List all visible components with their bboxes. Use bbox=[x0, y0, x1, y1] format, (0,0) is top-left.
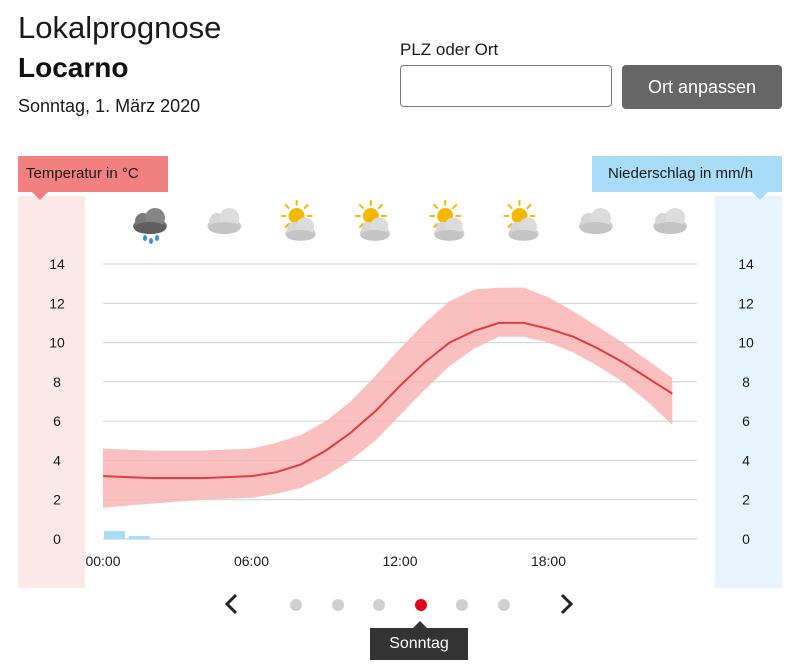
search-label: PLZ oder Ort bbox=[400, 40, 499, 59]
temperature-line bbox=[102, 321, 673, 480]
sun-cloud-icon bbox=[280, 200, 316, 241]
pagination-dot[interactable] bbox=[373, 599, 385, 611]
forecast-chart: 0 0 2 2 4 4 6 6 8 8 10 10 12 12 14 14 00:00 06:00 12:00 18:… bbox=[49, 200, 754, 569]
page-title: Lokalprognose bbox=[18, 10, 222, 45]
cloud-icon bbox=[653, 208, 688, 234]
y-tick-label-right: 4 bbox=[742, 452, 750, 468]
x-tick-label: 12:00 bbox=[382, 553, 417, 569]
pagination-dot[interactable] bbox=[331, 599, 344, 611]
pagination-dot-active[interactable] bbox=[414, 599, 427, 611]
sun-cloud-icon bbox=[354, 200, 391, 241]
temperature-axis-column bbox=[18, 196, 85, 588]
location-search-input[interactable] bbox=[400, 65, 612, 107]
precipitation-legend-tag: Niederschlag in mm/h bbox=[592, 156, 782, 200]
change-location-button[interactable]: Ort anpassen bbox=[622, 65, 782, 109]
y-tick-label-left: 4 bbox=[53, 452, 61, 468]
precipitation-bar bbox=[104, 531, 126, 539]
forecast-date: Sonntag, 1. März 2020 bbox=[18, 96, 201, 116]
temperature-legend-tag: Temperatur in °C bbox=[18, 156, 168, 200]
y-tick-label-right: 8 bbox=[742, 374, 750, 390]
y-tick-label-left: 0 bbox=[53, 531, 61, 547]
y-tick-label-right: 6 bbox=[742, 413, 750, 429]
x-tick-label: 06:00 bbox=[234, 553, 269, 569]
precipitation-bar bbox=[128, 536, 150, 539]
y-tick-label-right: 2 bbox=[742, 492, 750, 508]
cloud-icon bbox=[578, 208, 613, 234]
chevron-left-icon[interactable] bbox=[220, 590, 244, 618]
y-tick-label-left: 14 bbox=[49, 256, 65, 272]
x-tick-label: 00:00 bbox=[85, 553, 120, 569]
pagination-dot[interactable] bbox=[290, 599, 302, 611]
y-tick-label-left: 6 bbox=[53, 413, 61, 429]
y-tick-label-right: 12 bbox=[738, 295, 754, 311]
cloud-rain-icon bbox=[133, 208, 167, 244]
precipitation-axis-column bbox=[715, 196, 782, 588]
y-tick-label-left: 8 bbox=[53, 374, 61, 390]
pagination-dot[interactable] bbox=[456, 599, 468, 611]
y-tick-label-right: 10 bbox=[738, 335, 754, 351]
location-name: Locarno bbox=[18, 52, 129, 83]
sun-cloud-icon bbox=[429, 200, 465, 241]
x-tick-label: 18:00 bbox=[531, 553, 566, 569]
sun-cloud-icon bbox=[503, 200, 539, 241]
cloud-icon bbox=[207, 208, 242, 234]
y-tick-label-left: 2 bbox=[53, 492, 61, 508]
chevron-right-icon[interactable] bbox=[554, 590, 578, 618]
y-tick-label-right: 14 bbox=[738, 256, 754, 272]
y-tick-label-left: 12 bbox=[49, 295, 65, 311]
active-day-tooltip: Sonntag bbox=[370, 621, 468, 660]
y-tick-label-right: 0 bbox=[742, 531, 750, 547]
pagination-dot[interactable] bbox=[497, 599, 510, 611]
y-tick-label-left: 10 bbox=[49, 335, 65, 351]
